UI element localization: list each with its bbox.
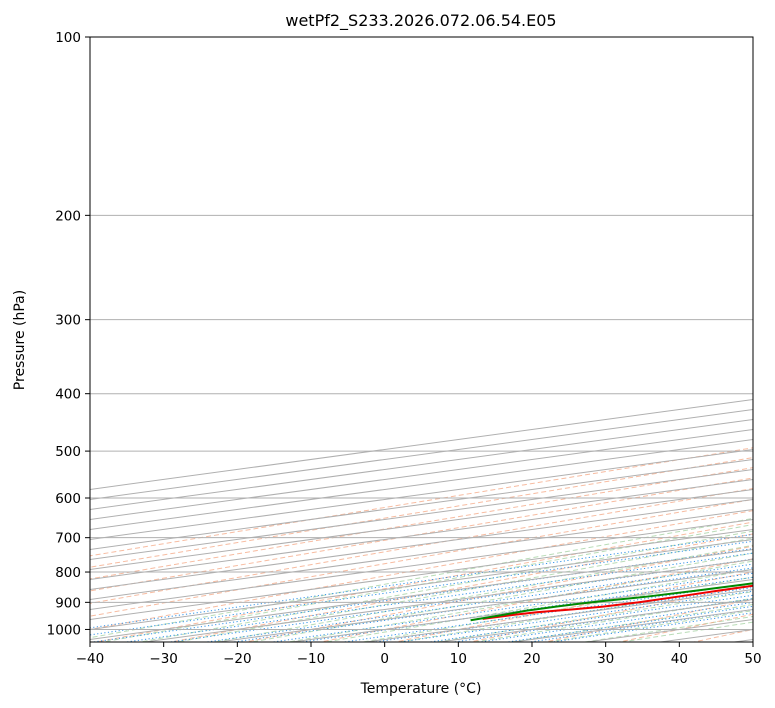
x-tick-label: 40 (671, 651, 688, 667)
isobar-grid (90, 37, 753, 630)
moist-adiabat (90, 517, 753, 639)
chart-title: wetPf2_S233.2026.072.06.54.E05 (285, 11, 556, 31)
y-tick-label: 100 (55, 30, 81, 46)
isotherm-gridline (214, 568, 753, 642)
isotherm-gridline (90, 438, 753, 530)
moist-adiabat (359, 576, 753, 642)
mixing-ratio-line (396, 590, 753, 642)
isotherm-gridline (90, 528, 753, 620)
x-axis-label: Temperature (°C) (360, 681, 482, 697)
y-tick-label: 1000 (47, 622, 81, 638)
moist-adiabat (618, 621, 753, 642)
mixing-ratio-line (203, 563, 753, 642)
dry-adiabat (317, 558, 753, 642)
x-tick-label: −30 (149, 651, 178, 667)
isotherm-gridline (90, 448, 753, 540)
isotherm-gridline (90, 538, 753, 630)
moist-adiabat (581, 615, 753, 642)
y-tick-label: 900 (55, 595, 81, 611)
x-tick-label: 10 (450, 651, 467, 667)
dry-adiabat (90, 488, 753, 604)
isotherm-grid (90, 398, 753, 642)
x-tick-label: 20 (523, 651, 540, 667)
mixing-ratio-line (426, 594, 753, 642)
dry-adiabats (90, 37, 775, 644)
y-tick-label: 700 (55, 531, 81, 547)
isotherm-gridline (730, 638, 753, 642)
isotherm-gridline (90, 488, 753, 580)
y-tick-label: 200 (55, 208, 81, 224)
y-tick-label: 400 (55, 387, 81, 403)
mixing-ratio-line (90, 533, 753, 629)
x-tick-label: 50 (744, 651, 761, 667)
dry-adiabat (90, 498, 753, 617)
moist-adiabat (433, 591, 753, 642)
dry-adiabat (90, 477, 753, 592)
x-tick-label: 30 (597, 651, 614, 667)
moist-adiabat (322, 568, 753, 642)
isotherm-gridline (435, 598, 753, 642)
dry-adiabat (168, 533, 753, 642)
isotherm-gridline (656, 628, 753, 642)
isotherm-gridline (90, 498, 753, 590)
isotherm-gridline (90, 408, 753, 500)
mixing-ratio-line (340, 582, 753, 642)
dry-adiabat (90, 447, 753, 557)
x-tick-label: 0 (380, 651, 389, 667)
isotherm-gridline (362, 588, 753, 642)
dry-adiabat (691, 628, 753, 642)
y-tick-label: 600 (55, 491, 81, 507)
y-tick-label: 300 (55, 313, 81, 329)
isotherm-gridline (90, 478, 753, 570)
isotherm-gridline (583, 618, 753, 642)
plot-area: 0.10.20.40.611.52346810131620253036-100-… (90, 37, 775, 644)
x-tick-label: −10 (297, 651, 326, 667)
moist-adiabat (248, 552, 753, 642)
x-tick-label: −20 (223, 651, 252, 667)
isotherm-gridline (141, 558, 753, 642)
temperature-profile-line (482, 584, 753, 620)
dry-adiabat (757, 37, 775, 644)
dry-adiabat (90, 457, 753, 568)
y-axis-label: Pressure (hPa) (12, 290, 28, 390)
y-axis-ticks: 100 200 300 400 500 600 700 800 900 1000 (47, 30, 90, 638)
mixing-ratio-line (90, 548, 753, 642)
moist-adiabat (285, 560, 753, 642)
isotherm-gridline (90, 468, 753, 560)
isotherm-gridline (90, 548, 753, 640)
plot-frame (89, 36, 754, 643)
isotherm-gridline (90, 398, 753, 490)
x-axis-ticks: −40 −30 −20 −10 0 10 20 30 40 50 (76, 642, 762, 667)
mixing-ratio-line (122, 552, 753, 642)
moist-adiabat (137, 530, 753, 642)
isotherm-gridline (90, 508, 753, 600)
dry-adiabat (90, 510, 753, 630)
isotherm-gridline (90, 518, 753, 610)
mixing-ratio-line (90, 540, 753, 636)
isotherm-gridline (90, 458, 753, 550)
isotherm-gridline (90, 428, 753, 520)
y-tick-label: 500 (55, 444, 81, 460)
isotherm-gridline (90, 418, 753, 510)
y-tick-label: 800 (55, 565, 81, 581)
x-tick-label: −40 (76, 651, 105, 667)
dry-adiabat (90, 467, 753, 580)
